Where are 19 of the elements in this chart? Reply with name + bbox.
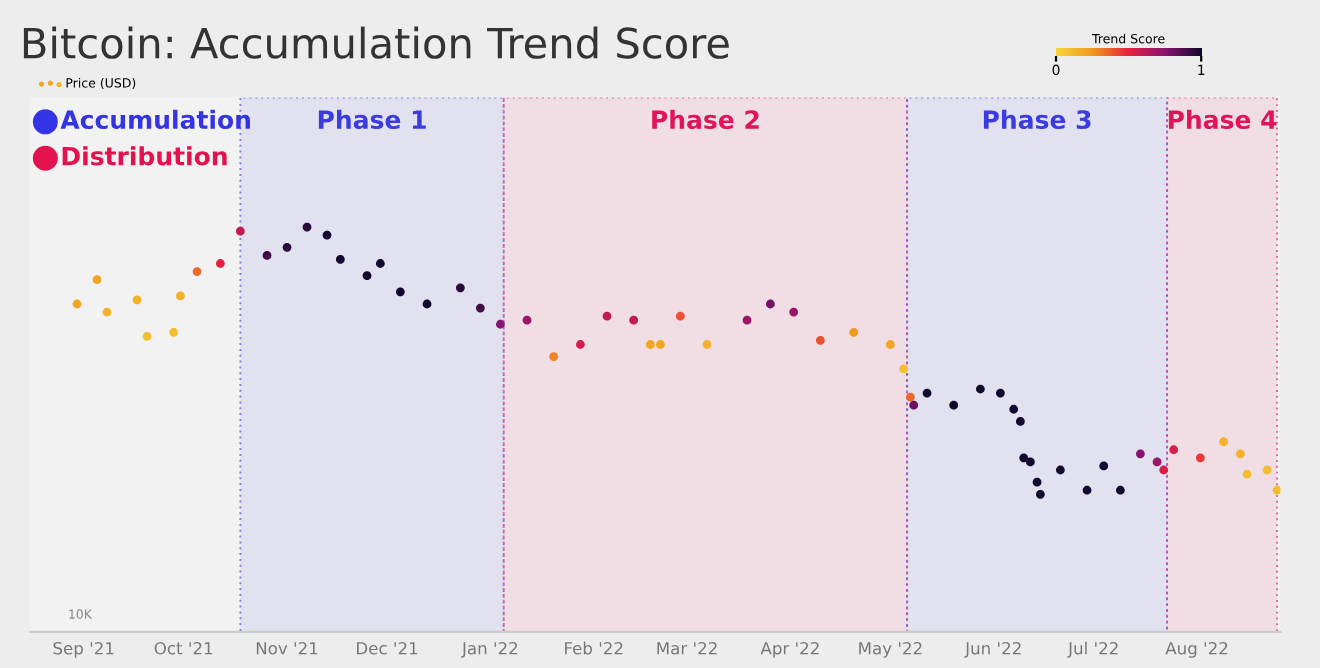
x-tick-label: May '22 bbox=[859, 641, 922, 658]
text: Accumulation bbox=[60, 109, 250, 130]
x-tick-label: Oct '21 bbox=[154, 641, 213, 655]
text: Distribution bbox=[62, 146, 227, 166]
x-tick-label: Feb '22 bbox=[565, 641, 623, 655]
x-tick-label: Apr '22 bbox=[760, 641, 819, 658]
x-tick-label: Jan '22 bbox=[461, 641, 518, 658]
x-tick-label: Dec '21 bbox=[357, 641, 418, 655]
x-tick-label: Jun '22 bbox=[964, 641, 1021, 658]
chart-title: Bitcoin: Accumulation Trend Score bbox=[23, 26, 729, 59]
x-tick-label: Aug '22 bbox=[1165, 641, 1228, 658]
band-label: Phase 3 bbox=[983, 109, 1091, 130]
band-label: Phase 1 bbox=[318, 109, 426, 130]
x-tick-label: Sep '21 bbox=[53, 641, 114, 658]
band-label: Phase 2 bbox=[652, 109, 759, 130]
band-label: Phase 4 bbox=[1168, 109, 1277, 130]
x-tick-label: Mar '22 bbox=[657, 641, 717, 655]
x-tick-label: Nov '21 bbox=[256, 641, 318, 655]
x-tick-label: Jul '22 bbox=[1067, 641, 1118, 658]
